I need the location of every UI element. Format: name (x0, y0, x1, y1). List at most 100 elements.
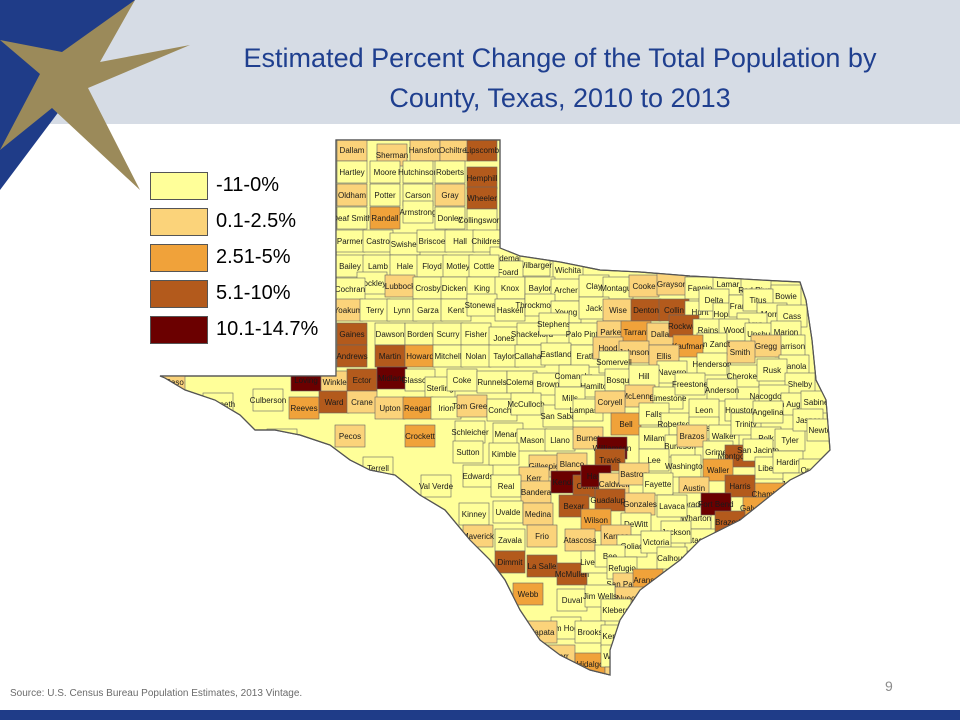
county-shape (336, 183, 368, 207)
county-label: Grimes (705, 448, 731, 457)
county-label: Midland (378, 374, 406, 383)
county-label: Garza (417, 306, 439, 315)
county-label: Young (555, 308, 577, 317)
county-label: Upton (379, 404, 400, 413)
county-label: Winkler (323, 378, 350, 387)
county-label: Kent (448, 306, 465, 315)
county-label: Yoakum (334, 306, 363, 315)
county-shape (266, 428, 298, 452)
county-label: El Paso (156, 378, 184, 387)
county-label: Collin (664, 306, 684, 315)
county-label: Refugio (608, 564, 636, 573)
county-label: Lynn (393, 306, 410, 315)
county-label: San Augustine (770, 400, 822, 409)
county-shape (266, 464, 298, 488)
legend-label: 5.1-10% (216, 282, 291, 304)
county-label: Washington (665, 462, 707, 471)
county-shape (336, 160, 368, 184)
county-shape (556, 562, 588, 586)
county-label: Frio (535, 532, 549, 541)
county-shape (756, 358, 788, 382)
county-label: Aransas (633, 576, 662, 585)
county-label: Stephens (537, 320, 571, 329)
county-label: Donley (438, 214, 463, 223)
county-label: Rusk (763, 366, 782, 375)
county-label: Hutchinson (398, 168, 438, 177)
county-label: Hansford (409, 146, 441, 155)
county-label: Harrison (775, 342, 805, 351)
county-label: Jeff Davis (265, 436, 300, 445)
legend-item: 10.1-14.7% (150, 316, 340, 352)
county-label: Calhoun (657, 554, 687, 563)
county-label: Potter (374, 191, 396, 200)
county-label: Medina (525, 510, 552, 519)
county-label: Sabine (804, 398, 829, 407)
county-label: Wise (609, 306, 627, 315)
county-label: Marion (774, 328, 798, 337)
county-label: Irion (438, 404, 454, 413)
county-label: Brown (537, 380, 560, 389)
county-label: Scurry (436, 330, 459, 339)
county-label: Kinney (462, 510, 486, 519)
county-label: Lee (647, 456, 661, 465)
county-label: Jack (586, 304, 603, 313)
county-shape (512, 582, 544, 606)
legend-swatch (150, 208, 208, 236)
county-label: Cottle (474, 262, 495, 271)
county-shape (402, 200, 434, 224)
county-label: Hays (587, 472, 605, 481)
county-label: Randall (371, 214, 398, 223)
county-label: Moore (374, 168, 397, 177)
county-label: Howard (406, 352, 434, 361)
county-label: Cass (783, 312, 801, 321)
county-label: Brewster (312, 484, 344, 493)
county-label: Tom Green (452, 402, 492, 411)
county-label: Mitchell (434, 352, 461, 361)
county-label: Runnels (477, 378, 506, 387)
county-label: Dawson (376, 330, 405, 339)
county-label: Willacy (603, 652, 628, 661)
slide-title: Estimated Percent Change of the Total Po… (190, 38, 930, 118)
county-label: Briscoe (419, 237, 446, 246)
county-label: Sutton (456, 448, 479, 457)
county-label: Terrell (367, 464, 389, 473)
county-label: Maverick (462, 532, 495, 541)
county-shape (488, 442, 520, 466)
county-label: Harris (729, 482, 750, 491)
county-label: McMullen (555, 570, 589, 579)
county-label: Blanco (560, 460, 585, 469)
county-label: Concho (488, 406, 516, 415)
county-label: Trinity (735, 420, 756, 429)
county-label: Rains (698, 326, 718, 335)
county-label: Hidalgo (576, 660, 604, 669)
county-shape (806, 418, 830, 442)
county-label: San Patricio (606, 580, 650, 589)
county-label: Nueces (616, 594, 643, 603)
county-label: Edwards (462, 472, 493, 481)
county-label: Shackelford (511, 330, 553, 339)
county-label: Jefferson (782, 480, 815, 489)
county-label: Lipscomb (465, 146, 500, 155)
county-shape (510, 392, 542, 416)
county-label: Travis (599, 456, 620, 465)
county-label: Webb (518, 590, 539, 599)
county-label: Ector (353, 376, 372, 385)
county-label: Victoria (643, 538, 670, 547)
county-shape (752, 400, 784, 424)
county-label: Archer (554, 286, 578, 295)
legend-item: 2.51-5% (150, 244, 340, 280)
county-label: Wichita (555, 266, 582, 275)
legend-item: -11-0% (150, 172, 340, 208)
county-label: Zapata (530, 628, 555, 637)
county-label: Bowie (775, 292, 797, 301)
county-label: San Jacinto (737, 446, 779, 455)
county-label: Mason (520, 436, 544, 445)
county-label: Motley (446, 262, 470, 271)
county-label: Hall (453, 237, 467, 246)
county-label: Bailey (339, 262, 361, 271)
county-label: Loving (294, 376, 318, 385)
county-label: Colorado (672, 500, 705, 509)
county-label: Castro (366, 237, 390, 246)
county-label: Dallam (340, 146, 365, 155)
county-label: Kerr (526, 474, 541, 483)
